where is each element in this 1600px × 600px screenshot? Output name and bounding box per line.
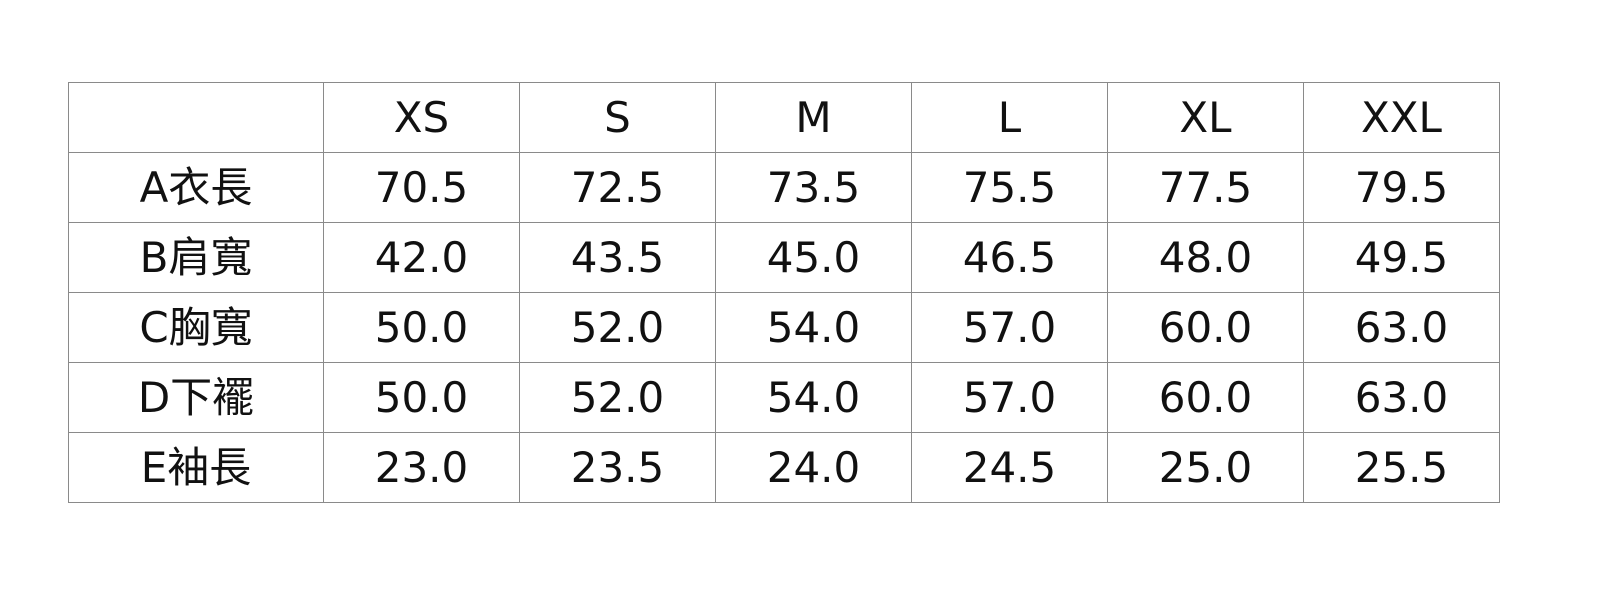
measurement-value: 50.0 [323, 292, 520, 363]
table-row: E袖長 23.0 23.5 24.0 24.5 25.0 25.5 [68, 432, 1500, 503]
measurement-value: 52.0 [519, 292, 716, 363]
measurement-value: 77.5 [1107, 152, 1304, 223]
table-row: D下襬 50.0 52.0 54.0 57.0 60.0 63.0 [68, 362, 1500, 433]
size-header: M [715, 82, 912, 153]
measurement-value: 50.0 [323, 362, 520, 433]
measurement-value: 57.0 [911, 362, 1108, 433]
measurement-value: 23.5 [519, 432, 716, 503]
measurement-value: 23.0 [323, 432, 520, 503]
measurement-value: 72.5 [519, 152, 716, 223]
measurement-value: 42.0 [323, 222, 520, 293]
measurement-value: 60.0 [1107, 292, 1304, 363]
measurement-value: 75.5 [911, 152, 1108, 223]
measurement-label: D下襬 [68, 362, 324, 433]
measurement-value: 54.0 [715, 292, 912, 363]
measurement-value: 49.5 [1303, 222, 1500, 293]
measurement-value: 45.0 [715, 222, 912, 293]
measurement-label: A衣長 [68, 152, 324, 223]
table-row: C胸寬 50.0 52.0 54.0 57.0 60.0 63.0 [68, 292, 1500, 363]
table-row: A衣長 70.5 72.5 73.5 75.5 77.5 79.5 [68, 152, 1500, 223]
measurement-value: 24.5 [911, 432, 1108, 503]
size-header: XL [1107, 82, 1304, 153]
header-row: XS S M L XL XXL [68, 82, 1500, 153]
measurement-value: 54.0 [715, 362, 912, 433]
measurement-value: 43.5 [519, 222, 716, 293]
measurement-value: 70.5 [323, 152, 520, 223]
size-header: XXL [1303, 82, 1500, 153]
measurement-value: 73.5 [715, 152, 912, 223]
measurement-value: 60.0 [1107, 362, 1304, 433]
size-header: L [911, 82, 1108, 153]
measurement-value: 57.0 [911, 292, 1108, 363]
measurement-label: B肩寬 [68, 222, 324, 293]
measurement-label: E袖長 [68, 432, 324, 503]
measurement-value: 79.5 [1303, 152, 1500, 223]
measurement-value: 24.0 [715, 432, 912, 503]
measurement-value: 25.5 [1303, 432, 1500, 503]
measurement-label: C胸寬 [68, 292, 324, 363]
measurement-value: 52.0 [519, 362, 716, 433]
table-row: B肩寬 42.0 43.5 45.0 46.5 48.0 49.5 [68, 222, 1500, 293]
measurement-value: 63.0 [1303, 292, 1500, 363]
corner-cell [68, 82, 324, 153]
measurement-value: 25.0 [1107, 432, 1304, 503]
size-header: XS [323, 82, 520, 153]
measurement-value: 48.0 [1107, 222, 1304, 293]
size-header: S [519, 82, 716, 153]
measurement-value: 63.0 [1303, 362, 1500, 433]
size-chart-table: XS S M L XL XXL A衣長 70.5 72.5 73.5 75.5 77.5 79.5 B肩… [68, 82, 1500, 503]
measurement-value: 46.5 [911, 222, 1108, 293]
